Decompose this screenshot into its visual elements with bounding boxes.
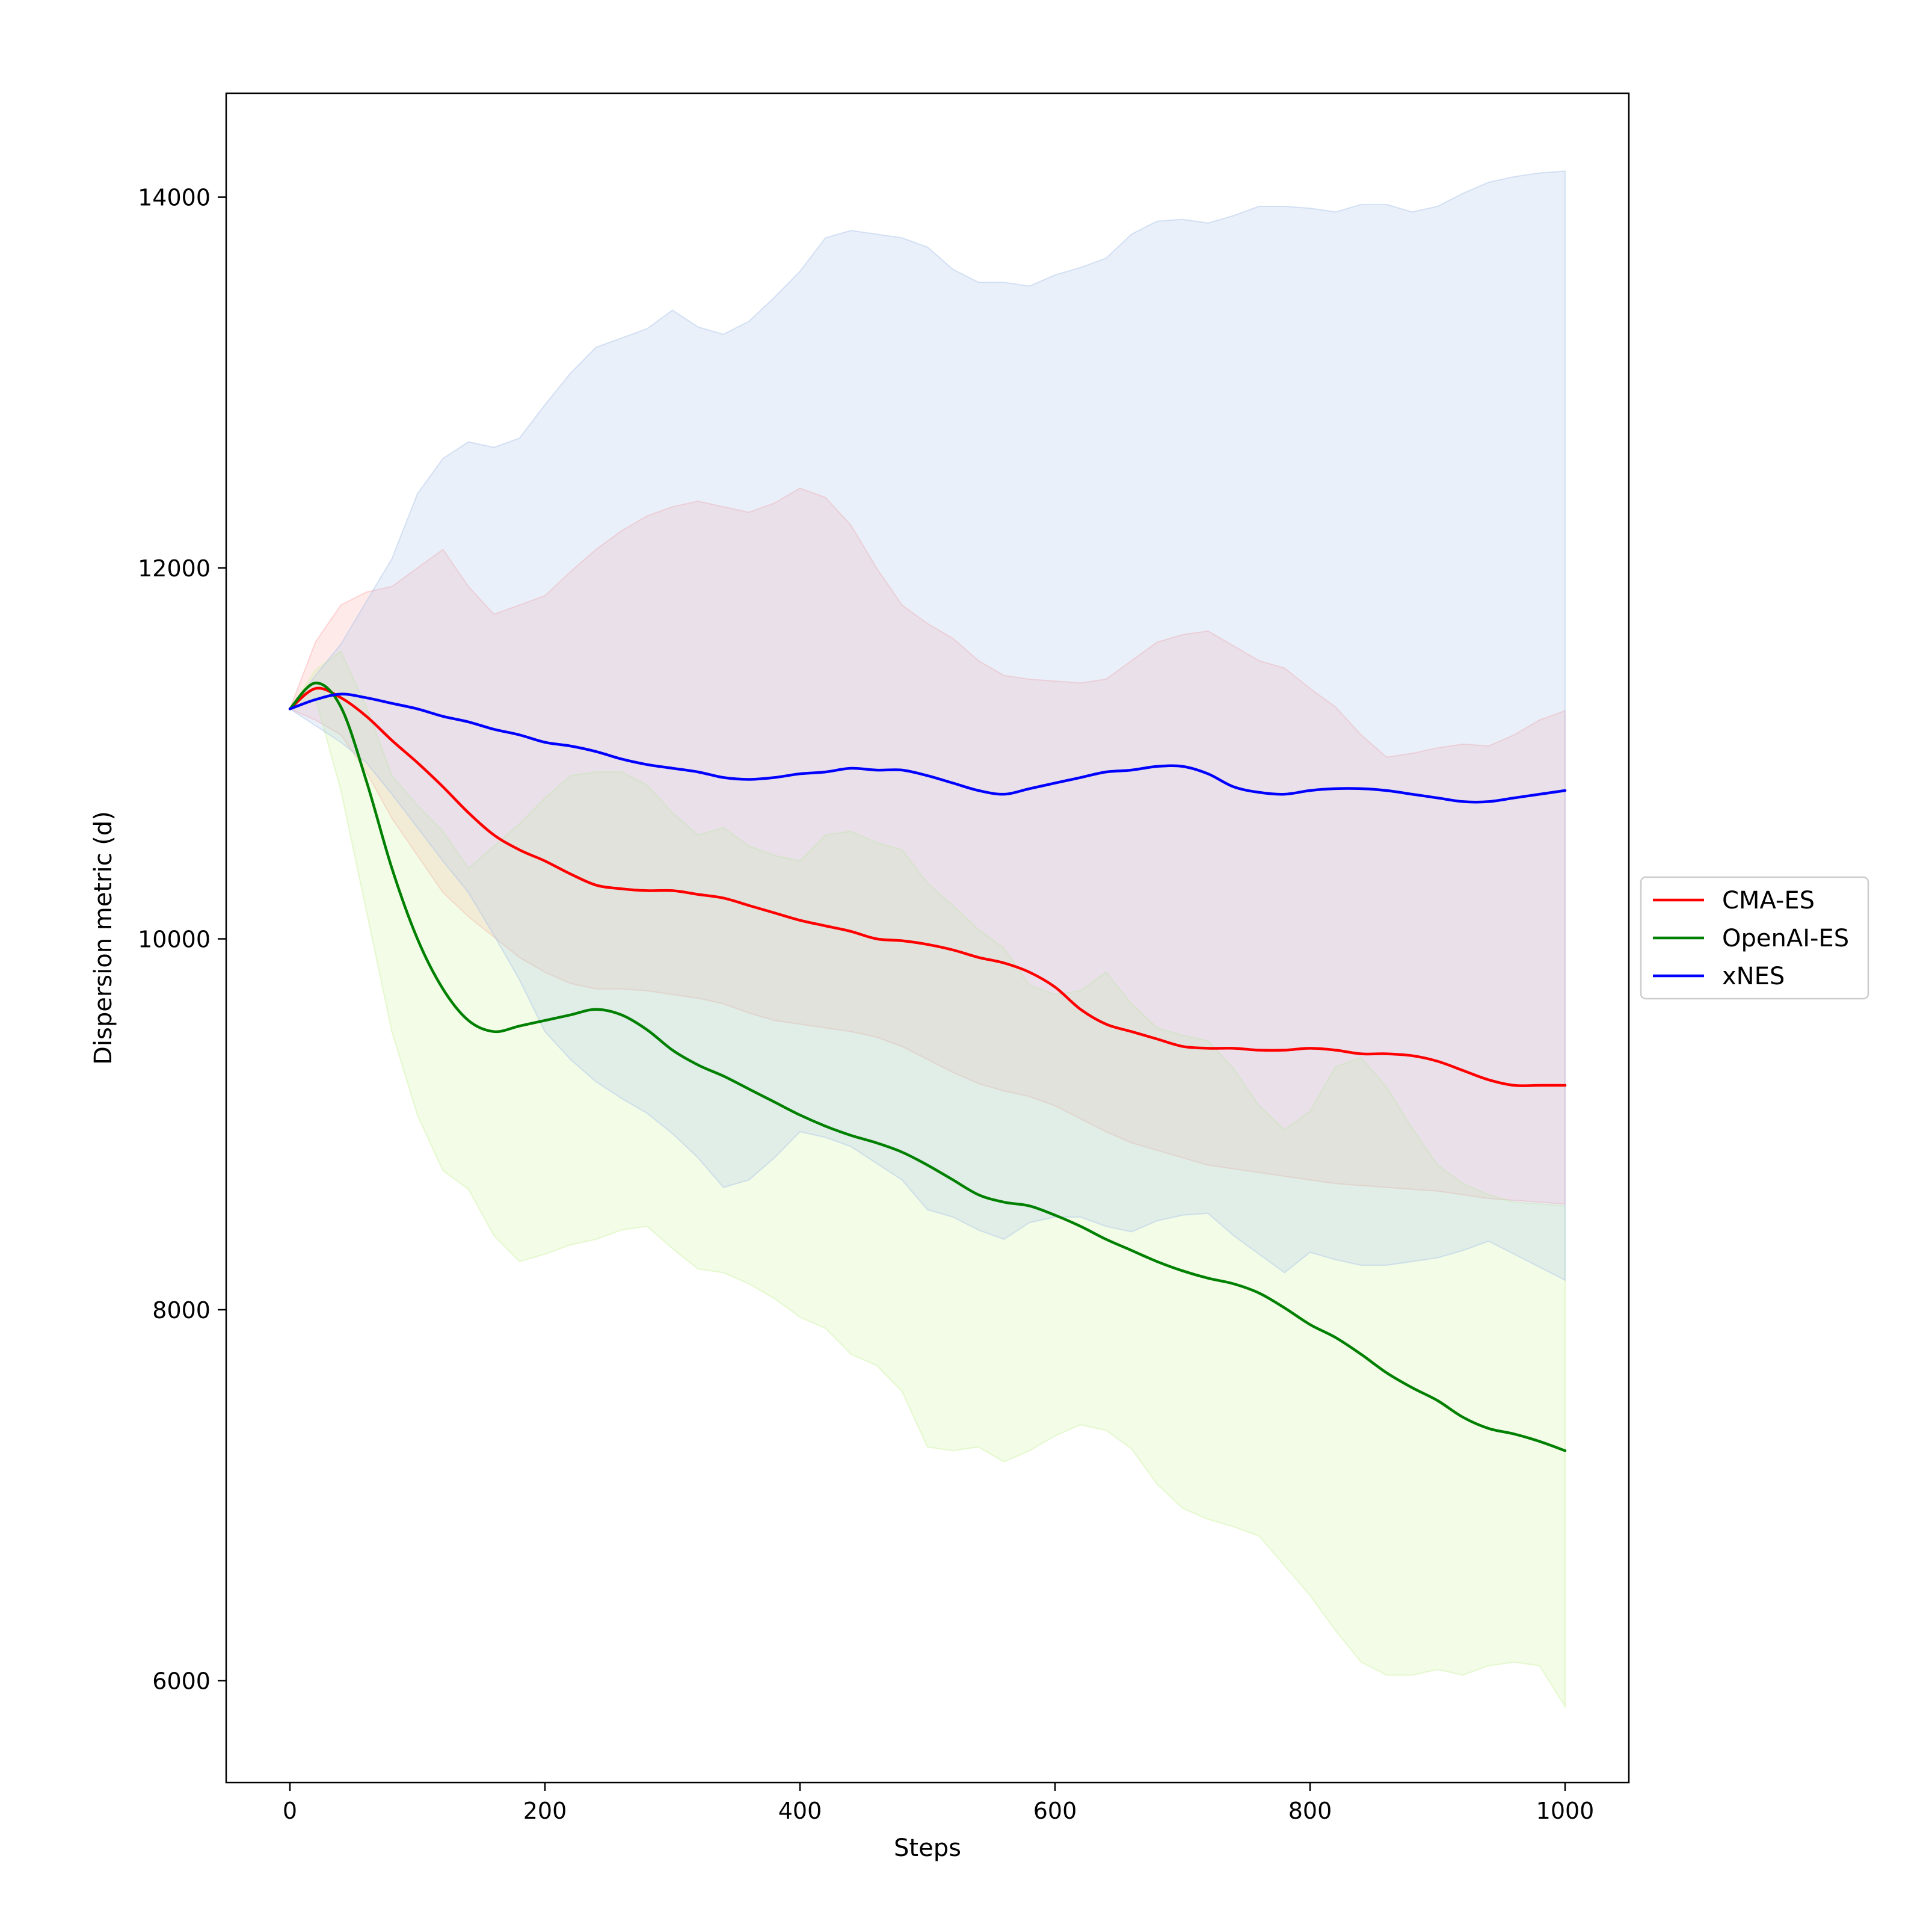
y-tick-label: 10000 [138, 927, 211, 953]
legend-entry: xNES [1722, 963, 1785, 990]
x-axis: 0 200 400 600 800 1000 [283, 1783, 1594, 1824]
band-openai-es [288, 650, 1566, 1709]
band-xnes [289, 170, 1566, 1281]
x-tick-label: 400 [778, 1798, 822, 1824]
plot-frame [225, 92, 1630, 1784]
y-axis-label: Dispersion metric (d) [90, 811, 117, 1065]
y-tick-label: 6000 [152, 1668, 211, 1694]
legend: CMA-ES OpenAI-ES xNES [1640, 876, 1869, 1000]
x-tick-label: 1000 [1536, 1798, 1595, 1824]
band-cma-es [289, 487, 1566, 1205]
y-axis: 6000 8000 10000 12000 14000 [138, 185, 226, 1694]
series-line-cma-es [288, 686, 1567, 1087]
y-tick-label: 12000 [138, 555, 211, 582]
x-tick-label: 600 [1033, 1798, 1077, 1824]
confidence-bands [288, 170, 1566, 1709]
legend-entry: CMA-ES [1722, 887, 1815, 914]
y-tick-label: 8000 [152, 1297, 211, 1324]
x-axis-label: Steps [894, 1834, 961, 1862]
x-tick-label: 200 [523, 1798, 567, 1824]
series-line-xnes [288, 692, 1567, 804]
legend-entry: OpenAI-ES [1722, 925, 1849, 952]
x-tick-label: 0 [283, 1798, 297, 1824]
series-lines [288, 681, 1567, 1452]
series-line-openai-es [288, 681, 1567, 1452]
legend-box [1640, 876, 1869, 1000]
y-tick-label: 14000 [138, 185, 211, 211]
x-tick-label: 800 [1288, 1798, 1332, 1824]
